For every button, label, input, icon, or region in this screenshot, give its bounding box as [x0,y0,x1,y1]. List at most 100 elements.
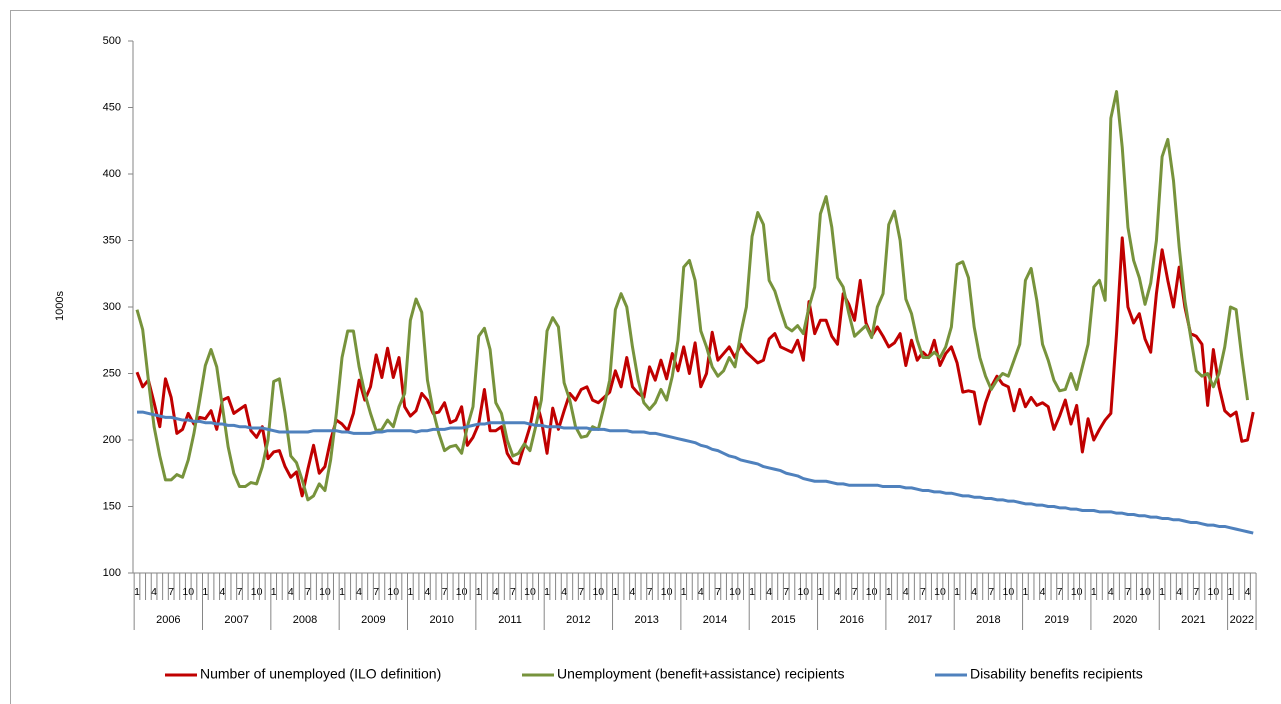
x-tick-label: 10 [251,586,263,598]
year-label: 2018 [976,614,1000,626]
x-tick-label: 7 [510,586,516,598]
year-label: 2013 [634,614,658,626]
x-tick-label: 7 [920,586,926,598]
x-tick-label: 1 [407,586,413,598]
x-tick-label: 4 [971,586,977,598]
x-tick-label: 4 [561,586,567,598]
x-tick-label: 10 [592,586,604,598]
x-tick-label: 1 [612,586,618,598]
y-tick-label: 500 [103,35,121,47]
x-tick-label: 1 [1022,586,1028,598]
x-tick-label: 7 [578,586,584,598]
x-tick-label: 4 [698,586,704,598]
x-tick-label: 4 [1176,586,1182,598]
year-label: 2021 [1181,614,1205,626]
x-tick-label: 4 [1245,586,1251,598]
x-tick-label: 4 [630,586,636,598]
x-tick-label: 4 [1108,586,1114,598]
y-tick-label: 250 [103,367,121,379]
y-tick-label: 150 [103,500,121,512]
legend-label: Number of unemployed (ILO definition) [200,666,441,682]
x-tick-label: 1 [749,586,755,598]
year-label: 2017 [908,614,932,626]
x-tick-label: 1 [1159,586,1165,598]
x-tick-label: 4 [220,586,226,598]
x-tick-label: 7 [647,586,653,598]
x-tick-label: 1 [339,586,345,598]
x-tick-label: 1 [681,586,687,598]
x-tick-label: 1 [1228,586,1234,598]
x-tick-label: 1 [954,586,960,598]
x-tick-label: 4 [493,586,499,598]
year-label: 2006 [156,614,180,626]
x-tick-label: 10 [1071,586,1083,598]
year-label: 2015 [771,614,795,626]
x-tick-label: 10 [1208,586,1220,598]
x-tick-label: 10 [387,586,399,598]
year-label: 2011 [498,614,522,626]
series-line [135,236,1255,498]
year-label: 2016 [839,614,863,626]
x-tick-label: 7 [1125,586,1131,598]
x-tick-label: 7 [442,586,448,598]
x-tick-label: 7 [168,586,174,598]
x-tick-label: 4 [425,586,431,598]
y-axis-label: 1000s [54,291,66,321]
x-tick-label: 1 [1091,586,1097,598]
x-tick-label: 1 [271,586,277,598]
x-tick-label: 10 [524,586,536,598]
legend-label: Disability benefits recipients [970,666,1143,682]
x-tick-label: 7 [1193,586,1199,598]
x-tick-label: 1 [544,586,550,598]
year-label: 2012 [566,614,590,626]
x-tick-label: 10 [934,586,946,598]
series-line [137,410,1254,535]
x-tick-label: 10 [661,586,673,598]
x-tick-label: 7 [237,586,243,598]
x-tick-label: 10 [182,586,194,598]
year-label: 2008 [293,614,317,626]
x-tick-label: 7 [305,586,311,598]
y-tick-label: 350 [103,234,121,246]
x-tick-label: 7 [852,586,858,598]
x-tick-label: 4 [835,586,841,598]
x-tick-label: 4 [1040,586,1046,598]
x-tick-label: 10 [866,586,878,598]
x-tick-label: 7 [373,586,379,598]
x-tick-label: 1 [817,586,823,598]
legend-label: Unemployment (benefit+assistance) recipi… [557,666,845,682]
year-label: 2010 [429,614,453,626]
year-label: 2014 [703,614,727,626]
x-tick-label: 1 [202,586,208,598]
x-tick-label: 7 [783,586,789,598]
x-tick-label: 1 [134,586,140,598]
x-tick-label: 10 [1139,586,1151,598]
x-tick-label: 10 [456,586,468,598]
x-tick-label: 10 [319,586,331,598]
x-tick-label: 7 [988,586,994,598]
x-tick-label: 4 [151,586,157,598]
year-label: 2022 [1230,614,1254,626]
chart-frame [10,10,1281,704]
y-tick-label: 300 [103,301,121,313]
x-tick-label: 4 [766,586,772,598]
x-tick-label: 7 [1057,586,1063,598]
year-label: 2009 [361,614,385,626]
y-tick-label: 100 [103,567,121,579]
y-tick-label: 450 [103,101,121,113]
year-label: 2020 [1113,614,1137,626]
x-tick-label: 4 [356,586,362,598]
x-tick-label: 4 [903,586,909,598]
x-tick-label: 1 [886,586,892,598]
x-tick-label: 10 [729,586,741,598]
x-tick-label: 10 [1002,586,1014,598]
x-tick-label: 7 [715,586,721,598]
y-tick-label: 400 [103,168,121,180]
x-tick-label: 4 [288,586,294,598]
x-tick-label: 10 [797,586,809,598]
year-label: 2007 [224,614,248,626]
y-tick-label: 200 [103,434,121,446]
year-label: 2019 [1045,614,1069,626]
